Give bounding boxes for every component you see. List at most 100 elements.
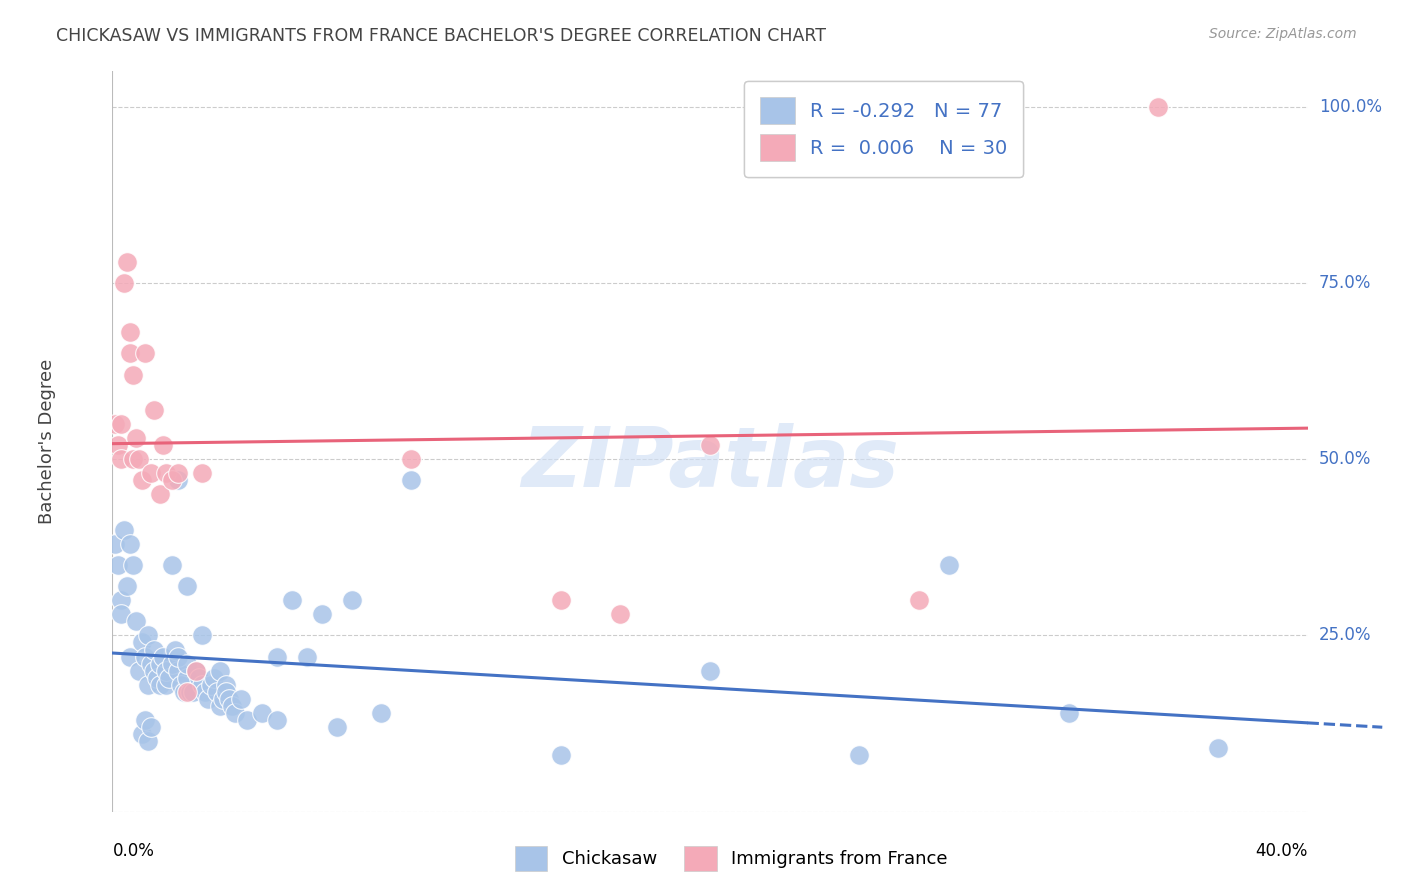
Point [908, 593, 931, 607]
Point [157, 671, 180, 685]
Text: 50.0%: 50.0% [1319, 450, 1371, 468]
Point [173, 685, 195, 699]
Point [155, 467, 177, 481]
Text: 100.0%: 100.0% [1319, 97, 1382, 116]
Point [107, 438, 129, 452]
Point [149, 487, 172, 501]
Legend: Chickasaw, Immigrants from France: Chickasaw, Immigrants from France [508, 838, 955, 879]
Point [215, 678, 238, 692]
Point [167, 467, 190, 481]
Point [202, 671, 225, 685]
Point [122, 558, 145, 572]
Point [104, 537, 127, 551]
Point [134, 713, 156, 727]
Point [209, 698, 232, 713]
Point [176, 579, 198, 593]
Point [141, 720, 163, 734]
Point [138, 734, 160, 748]
Point [401, 452, 423, 467]
Text: 75.0%: 75.0% [1319, 274, 1371, 292]
Point [281, 593, 304, 607]
Point [218, 692, 240, 706]
Point [125, 615, 148, 629]
Point [120, 346, 142, 360]
Point [221, 698, 243, 713]
Point [107, 558, 129, 572]
Point [152, 649, 174, 664]
Point [143, 642, 166, 657]
Text: ZIPatlas: ZIPatlas [522, 423, 898, 504]
Text: Source: ZipAtlas.com: Source: ZipAtlas.com [1209, 27, 1357, 41]
Point [550, 593, 572, 607]
Point [194, 685, 217, 699]
Point [224, 706, 246, 720]
Point [128, 452, 150, 467]
Point [155, 678, 177, 692]
Point [325, 720, 347, 734]
Point [162, 558, 183, 572]
Point [200, 678, 222, 692]
Point [186, 664, 208, 678]
Point [209, 664, 232, 678]
Point [188, 671, 211, 685]
Text: CHICKASAW VS IMMIGRANTS FROM FRANCE BACHELOR'S DEGREE CORRELATION CHART: CHICKASAW VS IMMIGRANTS FROM FRANCE BACH… [56, 27, 827, 45]
Point [176, 657, 198, 671]
Point [295, 649, 318, 664]
Point [134, 649, 156, 664]
Point [191, 678, 214, 692]
Point [176, 685, 198, 699]
Point [205, 685, 228, 699]
Text: Bachelor's Degree: Bachelor's Degree [38, 359, 56, 524]
Point [250, 706, 273, 720]
Point [170, 678, 193, 692]
Point [167, 664, 190, 678]
Point [186, 664, 208, 678]
Point [152, 438, 174, 452]
Point [122, 452, 145, 467]
Point [176, 671, 198, 685]
Point [131, 727, 153, 741]
Point [550, 748, 572, 763]
Point [1147, 100, 1170, 114]
Point [114, 276, 135, 290]
Point [110, 593, 132, 607]
Point [162, 657, 183, 671]
Point [138, 628, 160, 642]
Point [938, 558, 960, 572]
Point [110, 452, 132, 467]
Point [155, 664, 177, 678]
Point [134, 346, 156, 360]
Point [149, 678, 172, 692]
Point [311, 607, 333, 622]
Point [167, 473, 190, 487]
Point [122, 368, 145, 382]
Point [146, 671, 169, 685]
Point [143, 664, 166, 678]
Point [699, 664, 721, 678]
Point [229, 692, 252, 706]
Point [138, 678, 160, 692]
Point [370, 706, 392, 720]
Text: 0.0%: 0.0% [112, 842, 155, 860]
Point [131, 473, 153, 487]
Point [212, 692, 235, 706]
Point [120, 649, 142, 664]
Point [179, 685, 201, 699]
Point [128, 664, 150, 678]
Text: 25.0%: 25.0% [1319, 626, 1371, 644]
Point [1206, 741, 1229, 756]
Point [141, 657, 163, 671]
Point [215, 685, 238, 699]
Point [149, 657, 172, 671]
Point [162, 473, 183, 487]
Point [181, 685, 204, 699]
Point [609, 607, 631, 622]
Point [191, 467, 214, 481]
Point [141, 467, 163, 481]
Text: 40.0%: 40.0% [1256, 842, 1308, 860]
Point [117, 254, 139, 268]
Point [131, 635, 153, 649]
Point [266, 713, 288, 727]
Point [110, 607, 132, 622]
Point [114, 523, 135, 537]
